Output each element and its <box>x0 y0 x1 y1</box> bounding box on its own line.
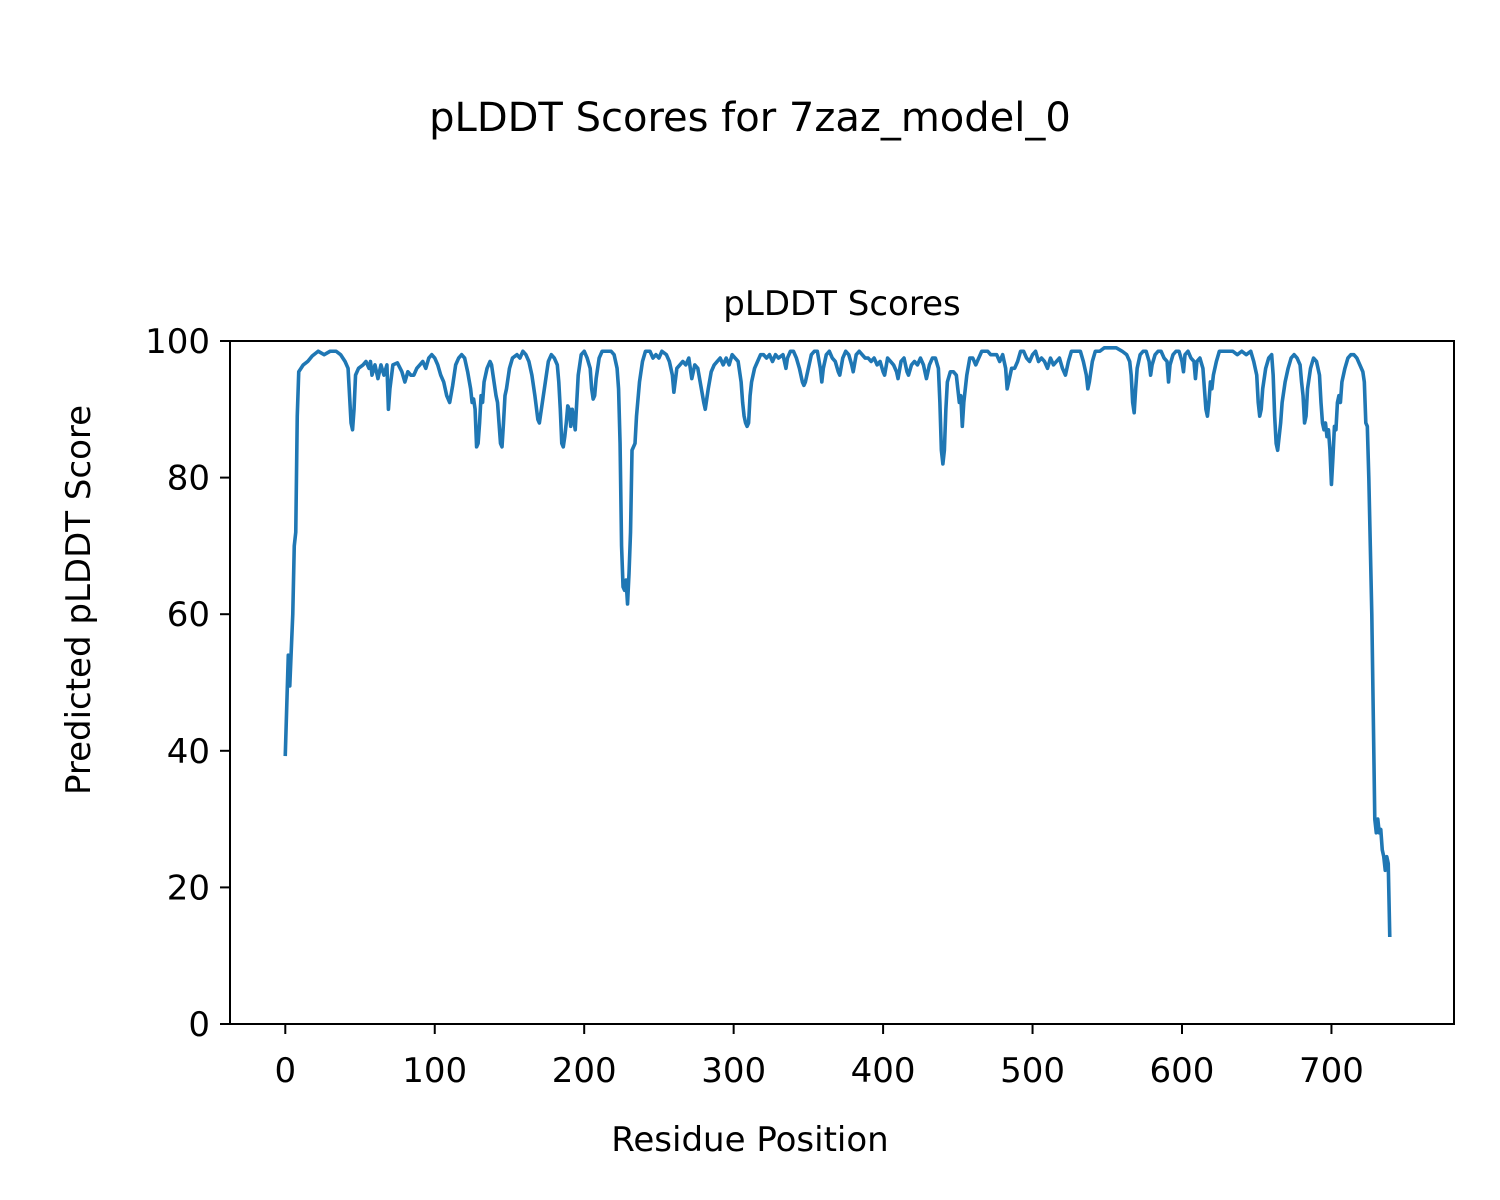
figure-title: pLDDT Scores for 7zaz_model_0 <box>429 95 1071 141</box>
y-tick-label: 20 <box>167 868 210 908</box>
x-tick-label: 100 <box>402 1051 467 1091</box>
x-axis-ticks: 0 100 200 300 400 500 600 700 <box>274 1024 1364 1091</box>
y-tick-label: 40 <box>167 732 210 772</box>
y-axis-ticks: 0 20 40 60 80 100 <box>145 322 230 1045</box>
x-tick-label: 300 <box>701 1051 766 1091</box>
y-tick-label: 60 <box>167 595 210 635</box>
chart-title: pLDDT Scores <box>723 284 960 324</box>
x-tick-label: 200 <box>552 1051 617 1091</box>
x-tick-label: 0 <box>274 1051 296 1091</box>
y-axis-label: Predicted pLDDT Score <box>59 405 99 795</box>
x-axis-label: Residue Position <box>611 1120 888 1160</box>
plot-area-frame <box>229 340 1455 1025</box>
x-tick-label: 500 <box>1000 1051 1065 1091</box>
x-tick-label: 400 <box>851 1051 916 1091</box>
plddt-series-line <box>283 346 1392 938</box>
x-tick-label: 600 <box>1150 1051 1215 1091</box>
x-tick-label: 700 <box>1299 1051 1364 1091</box>
y-tick-label: 100 <box>145 322 210 362</box>
y-tick-label: 80 <box>167 459 210 499</box>
y-tick-label: 0 <box>188 1005 210 1045</box>
